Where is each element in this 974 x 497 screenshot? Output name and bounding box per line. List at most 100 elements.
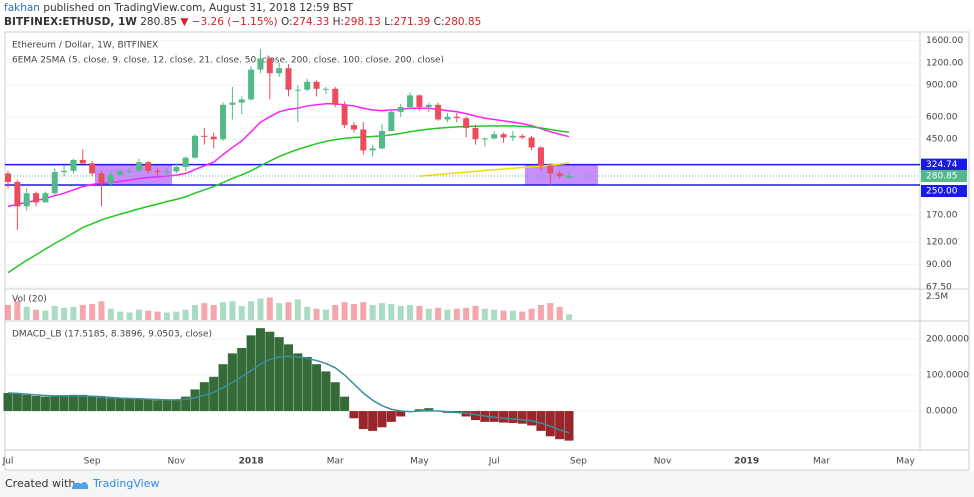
macd-bar xyxy=(143,399,153,412)
x-tick-label: Mar xyxy=(813,457,830,467)
h-label: H: xyxy=(332,16,345,28)
candle-body xyxy=(444,116,451,120)
y-tick-label: 0.0000 xyxy=(926,407,958,417)
volume-bar xyxy=(70,306,77,320)
macd-bar xyxy=(78,394,88,412)
macd-bar xyxy=(545,411,555,437)
macd-bar xyxy=(3,393,13,412)
candle-body xyxy=(332,88,339,105)
candle-body xyxy=(201,135,208,137)
macd-bar xyxy=(340,396,350,412)
author[interactable]: fakhan xyxy=(4,2,40,14)
y-tick-label: 100.0000 xyxy=(926,371,969,381)
volume-bar xyxy=(528,308,535,320)
candle-body xyxy=(107,174,114,184)
candle-body xyxy=(322,88,329,90)
candle-body xyxy=(163,171,170,173)
macd-bar xyxy=(246,335,256,412)
x-tick-label: 2019 xyxy=(734,457,759,467)
volume-bar xyxy=(304,306,311,320)
macd-bar xyxy=(162,400,172,412)
macd-bar xyxy=(190,389,200,412)
candle-body xyxy=(220,104,227,140)
macd-bar xyxy=(209,376,219,412)
volume-bar xyxy=(192,305,198,320)
macd-bar xyxy=(181,396,191,412)
l-label: L: xyxy=(384,16,394,28)
candle-body xyxy=(397,107,404,112)
x-tick-label: 2018 xyxy=(239,457,264,467)
zone xyxy=(95,164,172,186)
x-tick-label: May xyxy=(410,457,429,467)
x-tick-label: Jul xyxy=(2,457,14,467)
open: 274.33 xyxy=(292,16,330,28)
macd-bar xyxy=(368,411,378,431)
volume-bar xyxy=(229,301,236,320)
volume-bar xyxy=(23,306,30,320)
volume-bar xyxy=(294,299,301,320)
macd-bar xyxy=(106,398,116,412)
volume-bar xyxy=(145,310,152,320)
volume-bar xyxy=(313,308,320,320)
x-tick-label: May xyxy=(896,457,915,467)
macd-bar xyxy=(349,411,359,419)
macd-bar xyxy=(68,394,78,412)
macd-bar xyxy=(527,411,537,426)
brand[interactable]: TradingView xyxy=(93,477,160,490)
volume-bar xyxy=(266,297,273,320)
macd-bar xyxy=(255,328,265,412)
candle-body xyxy=(42,193,49,203)
candle-body xyxy=(238,99,245,103)
indicator-title: 6EMA 2SMA (5, close, 9, close, 12, close… xyxy=(12,56,444,66)
volume-bar xyxy=(33,309,40,320)
candle-body xyxy=(556,173,563,177)
candle-body xyxy=(463,118,470,128)
candle-body xyxy=(519,135,526,138)
macd-bar xyxy=(517,411,527,424)
candle-body xyxy=(98,173,105,184)
macd-bar xyxy=(59,395,69,412)
candle-body xyxy=(266,58,273,74)
macd-bar xyxy=(564,411,574,441)
candle-body xyxy=(379,131,385,149)
macd-bar xyxy=(414,409,424,412)
macd-bar xyxy=(396,411,406,417)
macd-bar xyxy=(31,395,41,412)
volume-bar xyxy=(154,311,161,320)
y-tick-label: 2.5M xyxy=(926,292,948,302)
volume-bar xyxy=(210,305,217,320)
volume-bar xyxy=(107,308,114,320)
volume-bar xyxy=(61,307,68,320)
x-tick-label: Jul xyxy=(488,457,500,467)
last: 280.85 xyxy=(140,16,177,28)
volume-bar xyxy=(332,305,339,320)
volume-bar xyxy=(98,301,105,320)
volume-bar xyxy=(42,310,49,320)
volume-bar xyxy=(425,308,432,320)
macd-bar xyxy=(536,411,546,431)
macd-bar xyxy=(134,398,144,412)
candle-body xyxy=(117,170,124,175)
candle-body xyxy=(294,89,301,91)
macd-bar xyxy=(40,396,50,412)
volume-bar xyxy=(79,305,86,320)
macd-bar xyxy=(471,411,480,421)
candle-body xyxy=(509,135,516,138)
y-tick-label: 600.00 xyxy=(926,112,958,122)
price-badge xyxy=(921,185,967,198)
candle-body xyxy=(416,95,423,108)
high: 298.13 xyxy=(344,16,381,28)
volume-bar xyxy=(500,310,507,320)
y-tick-label: 90.00 xyxy=(926,260,952,270)
macd-bar xyxy=(12,393,22,412)
y-tick-label: 1600.00 xyxy=(926,36,963,46)
header: fakhan published on TradingView.com, Aug… xyxy=(4,1,481,29)
candle-body xyxy=(182,157,189,168)
volume-bar xyxy=(257,298,264,320)
chart-title: Ethereum / Dollar, 1W, BITFINEX xyxy=(12,41,158,51)
frame xyxy=(4,31,970,471)
macd-bar xyxy=(274,337,284,412)
macd-bar xyxy=(115,398,125,412)
y-tick-label: 1200.00 xyxy=(926,58,963,68)
